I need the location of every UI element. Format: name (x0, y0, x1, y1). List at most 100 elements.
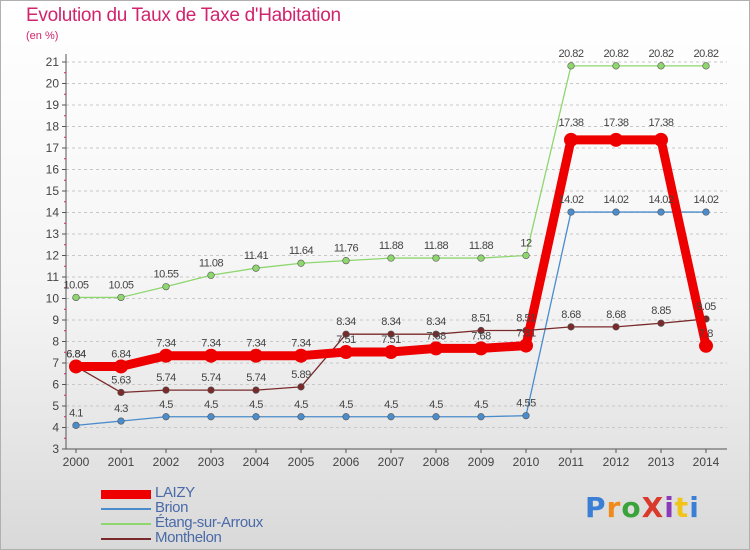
data-point (69, 359, 83, 374)
data-point (702, 62, 710, 70)
x-tick-label: 2009 (468, 455, 495, 469)
data-label: 10.05 (108, 279, 133, 291)
y-tick-label: 9 (52, 313, 59, 327)
data-point (117, 388, 125, 397)
data-point (207, 271, 215, 279)
logo-letter: r (606, 491, 622, 524)
data-label: 6.84 (111, 348, 131, 360)
data-label: 7.81 (516, 328, 536, 340)
data-label: 8.34 (381, 316, 401, 328)
data-label: 4.55 (516, 398, 536, 410)
data-label: 4.5 (159, 399, 173, 411)
data-label: 7.34 (201, 338, 221, 350)
data-label: 17.38 (603, 117, 628, 129)
legend: LAIZY Brion Étang-sur-Arroux Monthelon (101, 484, 321, 547)
data-point (474, 341, 488, 356)
data-point (657, 62, 665, 70)
data-point (567, 323, 575, 331)
data-point (432, 413, 440, 421)
data-label: 8.85 (651, 305, 671, 317)
legend-label: Brion (155, 499, 189, 516)
data-label: 20.82 (648, 48, 673, 60)
data-point (252, 413, 260, 421)
data-label: 4.1 (69, 407, 83, 419)
y-tick-label: 19 (46, 98, 60, 112)
data-label: 7.51 (336, 334, 356, 346)
data-point (702, 208, 710, 216)
y-tick-label: 14 (46, 206, 60, 220)
data-label: 5.74 (201, 372, 221, 384)
y-tick-label: 17 (46, 141, 60, 155)
data-point (252, 264, 260, 272)
data-label: 4.5 (249, 399, 263, 411)
legend-swatch (101, 538, 151, 540)
data-label: 20.82 (693, 48, 718, 60)
y-tick-label: 21 (46, 55, 60, 69)
legend-item: Brion (101, 499, 321, 517)
legend-label: LAIZY (155, 484, 195, 501)
data-point (567, 62, 575, 70)
x-tick-label: 2004 (243, 455, 270, 469)
logo-letter: t (674, 491, 690, 524)
data-label: 10.05 (63, 279, 88, 291)
x-tick-label: 2010 (513, 455, 540, 469)
series-etang-sur-arroux (72, 62, 710, 302)
data-point (294, 348, 308, 363)
data-point (384, 345, 398, 360)
series-laizy (69, 132, 713, 374)
data-label: 6.84 (66, 348, 86, 360)
x-tick-label: 2003 (198, 455, 225, 469)
logo-letter: i (664, 491, 675, 524)
legend-swatch (101, 508, 151, 510)
data-point (432, 330, 440, 338)
y-tick-label: 4 (52, 421, 59, 435)
x-tick-label: 2011 (558, 455, 584, 469)
x-tick-label: 2014 (693, 455, 720, 469)
legend-swatch (101, 523, 151, 525)
data-point (567, 208, 575, 216)
x-tick-label: 2001 (108, 455, 135, 469)
data-label: 10.55 (153, 269, 178, 281)
data-point (342, 330, 350, 338)
data-label: 4.5 (384, 399, 398, 411)
data-point (342, 413, 350, 421)
data-label: 8.68 (561, 309, 581, 321)
y-tick-label: 5 (52, 399, 59, 413)
y-tick-label: 12 (46, 249, 60, 263)
proxiti-logo: ProXiti (585, 491, 700, 524)
data-label: 11.88 (469, 240, 494, 252)
data-label: 14.02 (648, 194, 673, 206)
data-point (339, 345, 353, 360)
data-label: 5.74 (156, 372, 176, 384)
data-label: 5.63 (111, 374, 131, 386)
data-label: 4.5 (429, 399, 443, 411)
data-label: 11.76 (334, 243, 359, 255)
data-label: 4.5 (474, 399, 488, 411)
data-label: 5.74 (246, 372, 266, 384)
data-point (249, 348, 263, 363)
data-label: 5.89 (291, 369, 311, 381)
data-label: 9.05 (696, 301, 716, 313)
data-point (387, 330, 395, 338)
data-point (162, 413, 170, 421)
data-label: 11.64 (289, 245, 314, 257)
y-axis-unit-label: (en %) (26, 30, 59, 42)
legend-label: Étang-sur-Arroux (155, 514, 263, 531)
data-label: 7.51 (381, 334, 401, 346)
y-tick-label: 7 (52, 356, 59, 370)
data-point (612, 323, 620, 331)
legend-label: Monthelon (155, 529, 222, 546)
legend-item: LAIZY (101, 484, 321, 502)
data-label: 7.68 (426, 330, 446, 342)
y-tick-label: 10 (46, 292, 60, 306)
data-point (612, 208, 620, 216)
logo-letter: i (689, 491, 700, 524)
y-tick-label: 18 (46, 120, 60, 134)
data-point (609, 132, 623, 147)
data-point (522, 251, 530, 260)
data-label: 7.34 (291, 338, 311, 350)
data-point (699, 338, 713, 353)
data-point (477, 326, 485, 335)
